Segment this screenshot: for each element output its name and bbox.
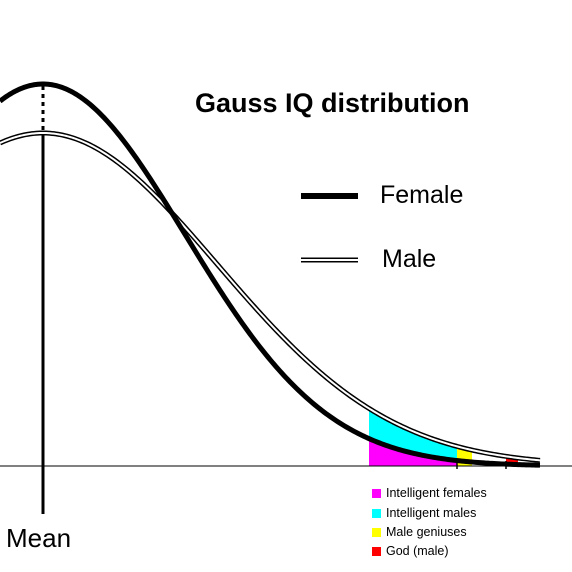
- female-curve: [0, 81, 541, 468]
- key-intelligent-females: Intelligent females: [372, 486, 487, 500]
- key-label: Intelligent females: [386, 486, 487, 500]
- red-swatch: [372, 546, 381, 556]
- magenta-swatch: [372, 488, 381, 498]
- key-label: God (male): [386, 544, 449, 558]
- mean-label: Mean: [6, 523, 72, 553]
- key-male-geniuses: Male geniuses: [372, 525, 467, 539]
- yellow-swatch: [372, 527, 381, 537]
- diagram-title: Gauss IQ distribution: [195, 88, 470, 118]
- male-curve: [0, 132, 541, 462]
- key-label: Male geniuses: [386, 525, 467, 539]
- key-intelligent-males: Intelligent males: [372, 506, 476, 520]
- key-label: Intelligent males: [386, 506, 477, 520]
- legend-male-label: Male: [382, 245, 437, 273]
- cyan-swatch: [372, 508, 381, 518]
- legend-female-label: Female: [380, 181, 464, 209]
- key-god-male: God (male): [372, 544, 449, 558]
